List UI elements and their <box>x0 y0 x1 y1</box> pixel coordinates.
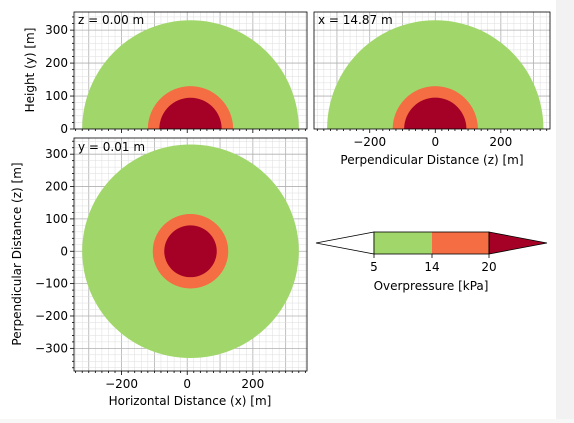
panel-annotation: z = 0.00 m <box>78 13 144 27</box>
y-tick-label: 200 <box>45 56 68 70</box>
colorbar-tick-label: 14 <box>424 260 439 274</box>
panel-top-view: −200 0 200 300 200 100 0 −100 −200 −300 y = 0.01 … <box>10 137 308 408</box>
panel-annotation: x = 14.87 m <box>318 13 393 27</box>
axis-ticks: −200 0 200 <box>316 129 548 149</box>
axis-ticks: 0 100 200 300 <box>45 16 306 136</box>
panel-front-view: −200 0 200 x = 14.87 m Perpendicular Dista… <box>313 11 551 167</box>
y-tick-label: 100 <box>45 89 68 103</box>
plot-frame <box>73 11 308 130</box>
y-tick-label: 200 <box>45 180 68 194</box>
plot-frame <box>313 11 551 130</box>
colorbar: 5 14 20 Overpressure [kPa] <box>315 231 548 293</box>
y-tick-label: 300 <box>45 147 68 161</box>
x-tick-label: 0 <box>183 377 191 391</box>
figure: 0 100 200 300 z = 0.00 m Height (y) [m] −20… <box>10 11 551 408</box>
x-tick-label: −200 <box>353 135 386 149</box>
y-tick-label: −100 <box>35 277 68 291</box>
y-tick-label: −300 <box>35 341 68 355</box>
y-tick-label: 0 <box>60 122 68 136</box>
band-over-20-kpa <box>159 97 222 129</box>
panel-side-view: 0 100 200 300 z = 0.00 m Height (y) [m] <box>23 11 308 136</box>
colorbar-label: Overpressure [kPa] <box>374 279 489 293</box>
x-tick-label: 0 <box>431 135 439 149</box>
y-tick-label: 300 <box>45 23 68 37</box>
colorbar-extend-over <box>488 231 548 255</box>
scrollbar-track[interactable] <box>556 0 574 419</box>
colorbar-segment-5-14 <box>374 232 432 254</box>
y-tick-label: −200 <box>35 309 68 323</box>
y-tick-label: 100 <box>45 212 68 226</box>
x-axis-label: Horizontal Distance (x) [m] <box>109 394 272 408</box>
contour-bands <box>82 20 299 129</box>
band-over-20-kpa <box>164 225 217 278</box>
x-tick-label: 200 <box>489 135 512 149</box>
x-tick-label: −200 <box>105 377 138 391</box>
y-axis-label: Perpendicular Distance (z) [m] <box>10 162 24 345</box>
colorbar-extend-under <box>315 231 375 255</box>
colorbar-frame <box>373 231 490 255</box>
colorbar-tick-label: 5 <box>370 260 378 274</box>
colorbar-tick-label: 20 <box>481 260 496 274</box>
plot-frame <box>73 137 308 372</box>
colorbar-segment-14-20 <box>432 232 489 254</box>
band-5-14-kpa <box>327 19 544 129</box>
contour-bands <box>82 144 299 359</box>
band-5-14-kpa <box>82 20 299 129</box>
x-tick-label: 200 <box>241 377 264 391</box>
band-over-20-kpa <box>404 97 467 129</box>
y-tick-label: 0 <box>60 244 68 258</box>
panel-annotation: y = 0.01 m <box>78 140 145 154</box>
x-axis-label: Perpendicular Distance (z) [m] <box>340 153 523 167</box>
y-axis-label: Height (y) [m] <box>23 28 37 113</box>
axis-ticks: −200 0 200 300 200 100 0 −100 −200 −300 <box>35 140 306 391</box>
contour-bands <box>327 19 544 129</box>
